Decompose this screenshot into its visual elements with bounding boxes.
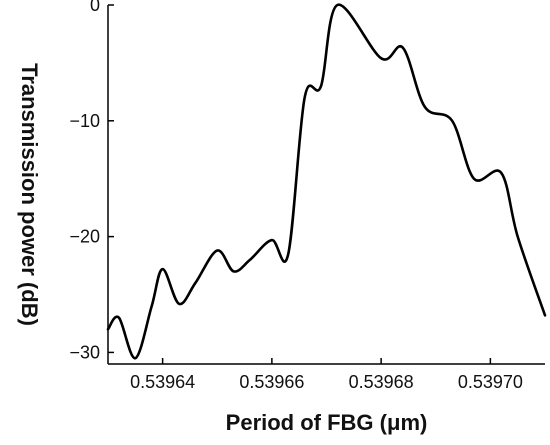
x-axis-title: Period of FBG (μm) — [226, 410, 428, 435]
y-tick-label: −10 — [69, 111, 100, 131]
plot-area: 0 −10 −20 −30 0.53964 0.53966 0.53968 0.53970 — [69, 0, 547, 392]
x-tick-label: 0.53964 — [130, 372, 195, 392]
x-tick-label: 0.53966 — [239, 372, 304, 392]
x-tick-label: 0.53970 — [458, 372, 523, 392]
x-tick-label: 0.53968 — [349, 372, 414, 392]
y-tick-label: −30 — [69, 342, 100, 362]
series-line — [106, 3, 547, 360]
y-axis-title: Transmission power (dB) — [17, 63, 42, 326]
y-tick-label: 0 — [90, 0, 100, 15]
y-tick-label: −20 — [69, 227, 100, 247]
